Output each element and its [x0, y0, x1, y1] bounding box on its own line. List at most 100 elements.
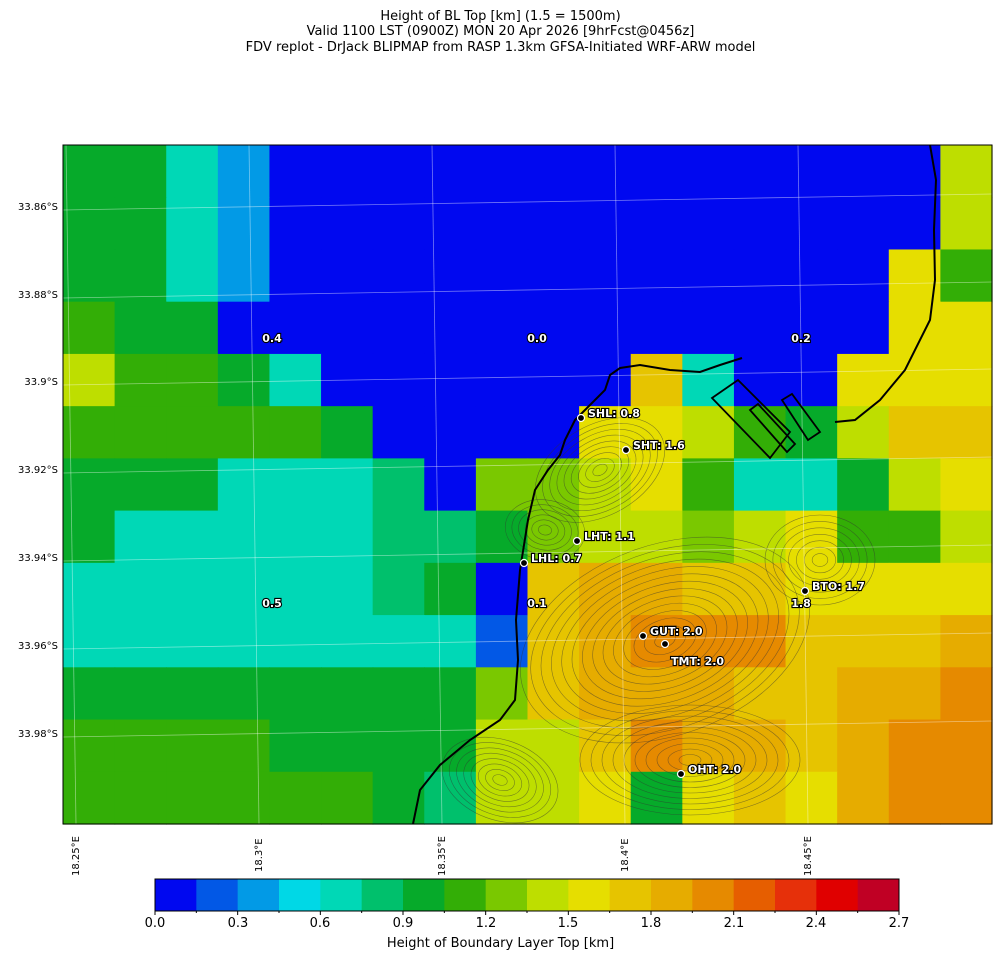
grid-cell: [321, 667, 374, 721]
mountain-contour: [563, 440, 637, 500]
colorbar-tick: 0.6: [309, 916, 331, 931]
lat-label: 33.88°S: [18, 290, 58, 301]
grid-cell: [888, 301, 941, 355]
grid-cell: [114, 771, 167, 825]
grid-cell: [785, 353, 838, 407]
grid-cell: [527, 301, 580, 355]
colorbar-swatch: [651, 879, 693, 911]
grid-cell: [63, 615, 116, 668]
grid-cell: [424, 249, 477, 303]
colorbar-swatch: [361, 879, 404, 911]
grid-cell: [166, 615, 219, 668]
grid-cell: [63, 249, 116, 303]
colorbar: [154, 878, 900, 915]
grid-cell: [940, 667, 993, 721]
mountain-contour: [531, 519, 559, 541]
grid-cell: [940, 301, 993, 355]
latitude-line: [62, 193, 993, 211]
mountain-contour: [811, 553, 829, 567]
grid-cell: [475, 510, 529, 564]
coastline-path: [412, 357, 743, 825]
grid-cell: [888, 667, 941, 721]
mountain-contour: [518, 509, 572, 551]
grid-cell: [269, 197, 322, 251]
colorbar-swatch: [609, 879, 652, 911]
grid-cell: [372, 249, 425, 303]
colorbar-tick: 1.2: [475, 916, 497, 931]
grid-cell: [63, 510, 116, 564]
map-frame: [62, 144, 993, 825]
grid-cell: [321, 615, 374, 668]
grid-cell: [733, 301, 787, 355]
grid-cell: [475, 353, 529, 407]
grid-cell: [940, 406, 993, 459]
grid-cell: [579, 301, 632, 355]
mountain-contour: [571, 573, 759, 707]
mountain-contour: [585, 458, 615, 482]
colorbar-tick: 2.1: [723, 916, 745, 931]
grid-cell: [475, 719, 529, 773]
grid-cell: [888, 145, 941, 198]
grid-cell: [837, 562, 890, 616]
grid-cell: [321, 301, 374, 355]
mountain-contour: [579, 704, 801, 816]
grid-cell: [372, 771, 425, 825]
coastline-path: [834, 144, 938, 423]
grid-cell: [475, 197, 529, 251]
grid-cell: [579, 353, 632, 407]
grid-cell: [269, 719, 322, 773]
grid-cell: [372, 197, 425, 251]
grid-cell: [475, 667, 529, 721]
grid-cell: [424, 458, 477, 512]
station-marker: [572, 536, 582, 546]
grid-cell: [321, 771, 374, 825]
grid-cell: [837, 145, 890, 198]
grid-cell: [682, 145, 735, 198]
grid-cell: [785, 771, 838, 825]
grid-cell: [630, 249, 683, 303]
lat-label: 33.98°S: [18, 729, 58, 740]
grid-value-label: 0.5: [262, 597, 282, 610]
lat-label: 33.94°S: [18, 553, 58, 564]
mountain-contour: [772, 521, 868, 599]
grid-cell: [785, 197, 838, 251]
grid-cell: [630, 353, 683, 407]
grid-cell: [630, 301, 683, 355]
grid-cell: [888, 771, 941, 825]
grid-cell: [527, 249, 580, 303]
mountain-contour: [590, 710, 790, 810]
grid-value-label: 0.4: [262, 332, 282, 345]
station-marker: [660, 639, 670, 649]
mountain-contour: [623, 726, 757, 794]
grid-cell: [269, 458, 322, 512]
grid-cell: [630, 771, 683, 825]
grid-cell: [424, 145, 477, 198]
mountain-contour: [656, 743, 724, 777]
latitude-line: [62, 720, 993, 738]
grid-cell: [217, 353, 271, 407]
grid-value-label: 0.0: [527, 332, 547, 345]
grid-cell: [372, 353, 425, 407]
grid-cell: [269, 510, 322, 564]
grid-cell: [114, 353, 167, 407]
grid-cell: [424, 406, 477, 459]
station-label: TMT: 2.0: [671, 655, 724, 668]
grid-cell: [682, 301, 735, 355]
station-label: LHT: 1.1: [584, 530, 635, 543]
grid-cell: [114, 562, 167, 616]
mountain-contour: [578, 452, 622, 488]
latitude-line: [62, 281, 993, 299]
blipmap-grid: [63, 145, 993, 825]
grid-cell: [114, 719, 167, 773]
colorbar-swatch: [568, 879, 611, 911]
grid-cell: [372, 301, 425, 355]
grid-cell: [217, 510, 271, 564]
mountain-contour: [524, 514, 566, 546]
grid-cell: [372, 458, 425, 512]
grid-cell: [940, 562, 993, 616]
title-line-1: Height of BL Top [km] (1.5 = 1500m): [380, 9, 621, 24]
grid-cell: [269, 145, 322, 198]
lon-label: 18.3°E: [254, 838, 265, 872]
grid-cell: [372, 510, 425, 564]
colorbar-tick: 2.7: [888, 916, 910, 931]
